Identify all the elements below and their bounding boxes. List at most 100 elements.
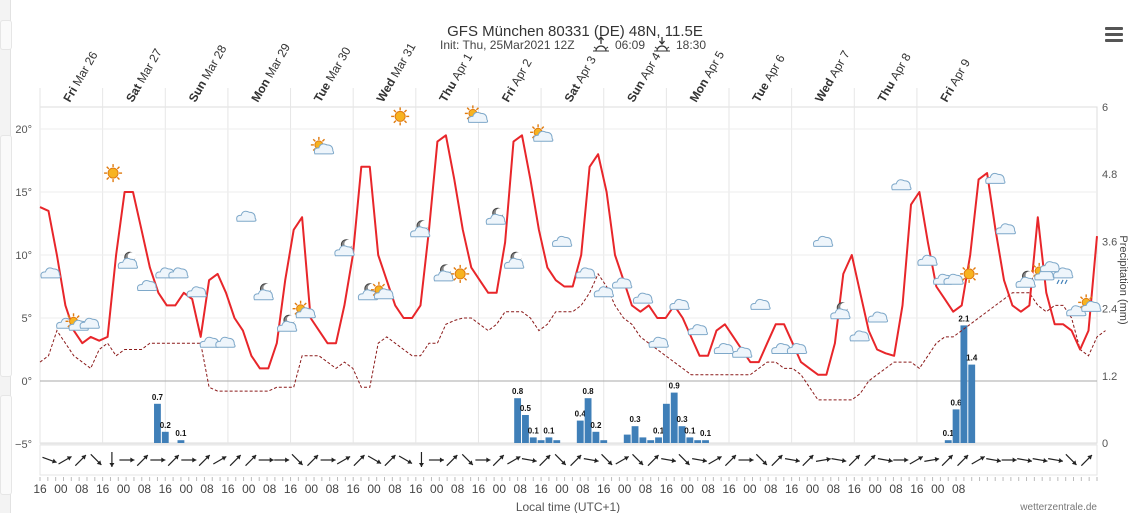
hour-label: 08 — [200, 482, 214, 496]
moon-shade — [513, 252, 522, 261]
cloud-icon — [732, 346, 753, 358]
y2-tick-label: 3.6 — [1102, 236, 1117, 248]
wind-arrow-head — [51, 458, 57, 464]
day-label-date: Mar 31 — [388, 40, 419, 80]
rain-drop — [1060, 279, 1064, 285]
cloud-shape — [168, 267, 189, 279]
wind-arrow — [446, 454, 458, 467]
wind-arrow — [692, 458, 708, 463]
cloud-shape — [648, 336, 669, 348]
cloud-shape — [812, 235, 834, 247]
cloud-icon — [849, 330, 870, 342]
cloud-icon — [612, 277, 633, 289]
moon-cloud-icon — [485, 207, 507, 225]
moon-shade — [495, 208, 504, 217]
wind-arrow — [848, 454, 861, 467]
moon-cloud-icon — [253, 283, 274, 301]
hour-label: 00 — [367, 482, 381, 496]
cloud-shape — [830, 308, 851, 320]
day-label-date: Apr 5 — [701, 48, 728, 80]
hour-label: 00 — [305, 482, 319, 496]
hour-label: 08 — [576, 482, 590, 496]
day-label-date: Apr 1 — [449, 50, 476, 82]
precip-bar — [545, 437, 553, 443]
day-label-date: Apr 8 — [887, 50, 914, 82]
hour-label: 08 — [827, 482, 841, 496]
wind-arrow-head — [418, 463, 424, 467]
wind-arrow — [539, 454, 551, 467]
sun-ray — [962, 267, 966, 271]
precip-label: 0.3 — [629, 415, 641, 424]
wind-arrow-head — [826, 457, 831, 462]
cloud-shape — [253, 289, 274, 301]
wind-arrow-head — [205, 455, 210, 460]
sunset-icon — [654, 37, 670, 52]
sun-cloud-icon — [310, 136, 335, 155]
cloud-shape — [732, 346, 753, 358]
precip-label: 0.1 — [943, 429, 955, 438]
wind-arrow — [492, 454, 505, 467]
wind-arrow — [831, 458, 847, 463]
wind-arrow — [678, 453, 690, 466]
hour-label: 08 — [639, 482, 653, 496]
hour-label: 16 — [347, 482, 361, 496]
wind-arrow-head — [486, 457, 491, 463]
cloud-shape — [236, 210, 257, 222]
wind-arrow — [521, 458, 537, 463]
wind-arrow — [1032, 458, 1048, 463]
sun-ray — [116, 176, 120, 180]
cloud-icon — [687, 324, 708, 336]
hour-label: 16 — [159, 482, 173, 496]
wind-arrow-head — [653, 455, 659, 460]
wind-arrow — [418, 452, 424, 467]
cloud-shape — [1015, 276, 1036, 288]
wind-arrow-head — [251, 455, 257, 460]
cloud-shape — [533, 130, 554, 142]
wind-arrow — [320, 457, 336, 463]
cloud-shape — [632, 292, 654, 304]
hour-label: 00 — [618, 482, 632, 496]
moon-shade — [1025, 271, 1034, 280]
cloud-shape — [433, 270, 454, 282]
wind-arrow-head — [297, 460, 303, 465]
cloud-icon — [551, 235, 573, 247]
sun-ray — [372, 283, 376, 287]
wind-arrow-head — [468, 460, 473, 465]
day-label: Mon Apr 5 — [687, 48, 728, 104]
wind-arrow — [167, 454, 180, 467]
x-axis-label: Local time (UTC+1) — [516, 500, 620, 513]
day-label: Sat Apr 3 — [561, 53, 599, 104]
cloud-shape — [373, 288, 395, 300]
day-label-date: Apr 9 — [947, 56, 974, 88]
cloud-shape — [867, 311, 889, 323]
wind-arrow — [647, 454, 660, 467]
cloud-shape — [593, 286, 615, 298]
sun-ray — [393, 120, 397, 124]
wind-arrow-head — [762, 460, 767, 465]
sun-ray — [403, 120, 408, 124]
wind-arrow-head — [143, 455, 148, 460]
cloud-icon — [750, 298, 771, 310]
cloud-icon — [943, 273, 964, 285]
sun-ray — [463, 267, 468, 271]
cloud-shape — [612, 277, 633, 289]
hour-label: 00 — [743, 482, 757, 496]
hour-label: 00 — [242, 482, 256, 496]
wind-arrow — [909, 455, 924, 465]
sun-ray — [531, 126, 536, 130]
chart-menu-button[interactable] — [1100, 24, 1128, 48]
hour-label: 00 — [806, 482, 820, 496]
y-tick-label: −5° — [15, 439, 32, 451]
hour-label: 16 — [848, 482, 862, 496]
cloud-shape — [410, 226, 431, 238]
cloud-shape — [1081, 300, 1102, 312]
wind-arrow-head — [376, 459, 382, 464]
y2-tick-label: 6 — [1102, 102, 1108, 114]
moon-shade — [420, 220, 429, 229]
sun-ray — [294, 302, 298, 306]
cloud-shape — [504, 257, 525, 269]
cloud-icon — [891, 179, 912, 191]
hour-label: 16 — [660, 482, 674, 496]
cloud-icon — [215, 336, 236, 348]
sun-ray — [106, 176, 110, 180]
